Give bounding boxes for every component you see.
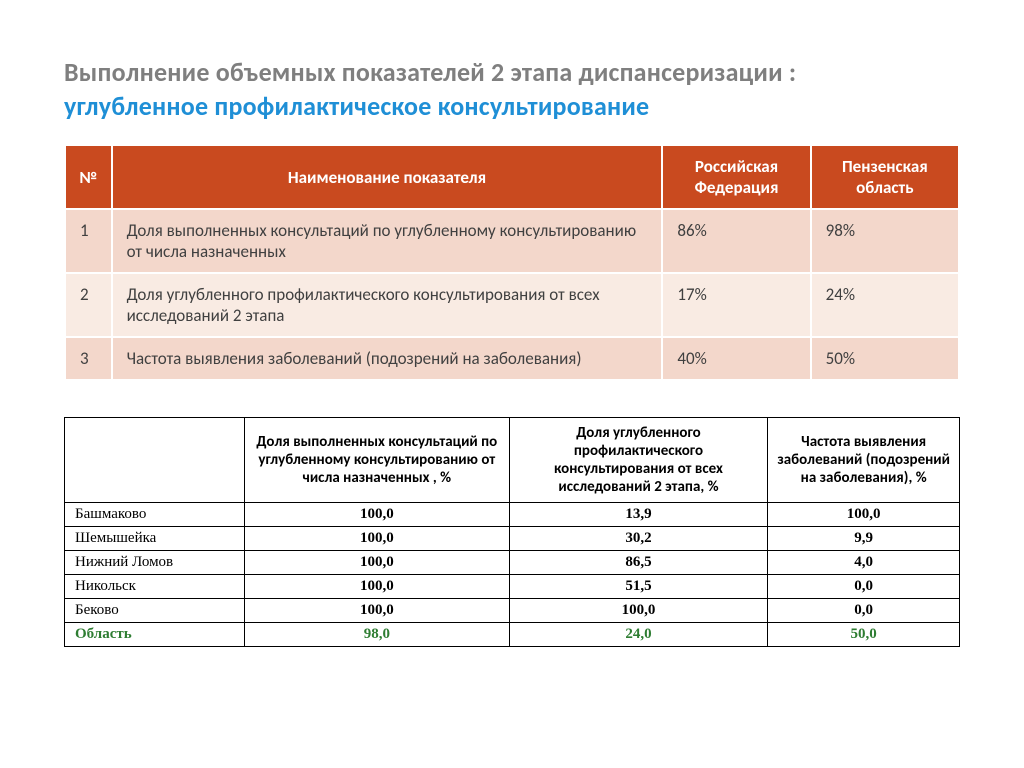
row-po: 98%	[811, 209, 959, 273]
col-header-c1: Доля выполненных консультаций по углубле…	[245, 418, 510, 503]
region-c2: 51,5	[509, 575, 768, 599]
table-row: Шемышейка 100,0 30,2 9,9	[65, 527, 960, 551]
table-row: 1 Доля выполненных консультаций по углуб…	[65, 209, 959, 273]
row-rf: 40%	[662, 337, 810, 380]
total-c3: 50,0	[768, 623, 960, 647]
region-c1: 100,0	[245, 599, 510, 623]
region-c2: 30,2	[509, 527, 768, 551]
table-row: Башмаково 100,0 13,9 100,0	[65, 503, 960, 527]
indicators-table: № Наименование показателя Российская Фед…	[64, 144, 960, 381]
region-c2: 100,0	[509, 599, 768, 623]
row-rf: 86%	[662, 209, 810, 273]
col-header-number: №	[65, 145, 112, 209]
total-c2: 24,0	[509, 623, 768, 647]
row-number: 3	[65, 337, 112, 380]
row-name: Частота выявления заболеваний (подозрени…	[112, 337, 663, 380]
slide-title: Выполнение объемных показателей 2 этапа …	[64, 56, 960, 122]
table-header-row: Доля выполненных консультаций по углубле…	[65, 418, 960, 503]
total-c1: 98,0	[245, 623, 510, 647]
region-c3: 9,9	[768, 527, 960, 551]
region-c1: 100,0	[245, 503, 510, 527]
region-c3: 4,0	[768, 551, 960, 575]
row-number: 1	[65, 209, 112, 273]
title-line-2: углубленное профилактическое консультиро…	[64, 90, 960, 122]
slide: Выполнение объемных показателей 2 этапа …	[0, 0, 1024, 768]
region-c3: 0,0	[768, 599, 960, 623]
col-header-blank	[65, 418, 245, 503]
col-header-rf: Российская Федерация	[662, 145, 810, 209]
col-header-c3: Частота выявления заболеваний (подозрени…	[768, 418, 960, 503]
region-c1: 100,0	[245, 551, 510, 575]
row-rf: 17%	[662, 273, 810, 337]
region-c1: 100,0	[245, 527, 510, 551]
row-name: Доля выполненных консультаций по углубле…	[112, 209, 663, 273]
table-total-row: Область 98,0 24,0 50,0	[65, 623, 960, 647]
region-c2: 13,9	[509, 503, 768, 527]
region-c2: 86,5	[509, 551, 768, 575]
col-header-c2: Доля углубленного профилактического конс…	[509, 418, 768, 503]
table-row: 2 Доля углубленного профилактического ко…	[65, 273, 959, 337]
table-header-row: № Наименование показателя Российская Фед…	[65, 145, 959, 209]
table-row: 3 Частота выявления заболеваний (подозре…	[65, 337, 959, 380]
region-name: Нижний Ломов	[65, 551, 245, 575]
region-name: Шемышейка	[65, 527, 245, 551]
regions-table: Доля выполненных консультаций по углубле…	[64, 417, 960, 647]
row-po: 24%	[811, 273, 959, 337]
region-c1: 100,0	[245, 575, 510, 599]
table-row: Нижний Ломов 100,0 86,5 4,0	[65, 551, 960, 575]
row-po: 50%	[811, 337, 959, 380]
region-name: Беково	[65, 599, 245, 623]
region-name: Никольск	[65, 575, 245, 599]
region-c3: 100,0	[768, 503, 960, 527]
row-name: Доля углубленного профилактического конс…	[112, 273, 663, 337]
col-header-po: Пензенская область	[811, 145, 959, 209]
region-c3: 0,0	[768, 575, 960, 599]
table-row: Беково 100,0 100,0 0,0	[65, 599, 960, 623]
row-number: 2	[65, 273, 112, 337]
col-header-name: Наименование показателя	[112, 145, 663, 209]
region-name: Башмаково	[65, 503, 245, 527]
title-line-1: Выполнение объемных показателей 2 этапа …	[64, 56, 960, 88]
table-row: Никольск 100,0 51,5 0,0	[65, 575, 960, 599]
total-name: Область	[65, 623, 245, 647]
